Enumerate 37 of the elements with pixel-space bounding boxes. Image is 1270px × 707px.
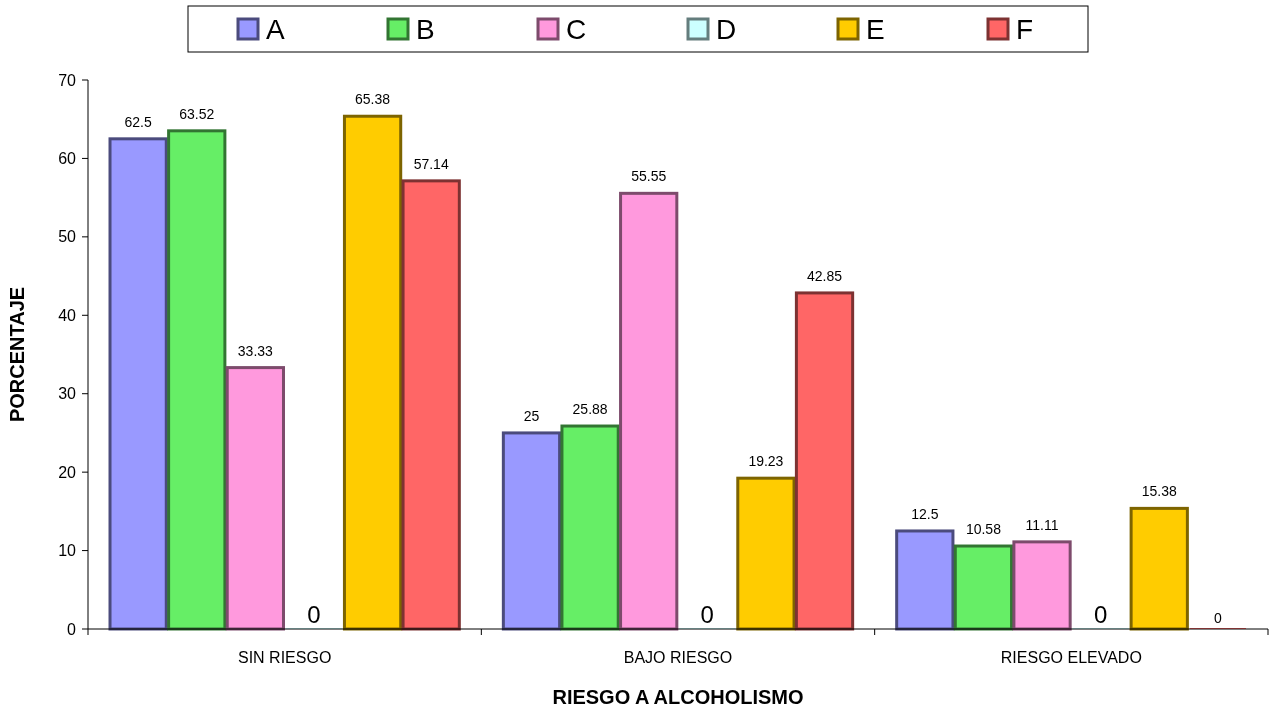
x-tick-label: BAJO RIESGO bbox=[623, 649, 733, 666]
data-label: 25.88 bbox=[572, 401, 608, 418]
data-label: 19.23 bbox=[748, 453, 784, 470]
data-label: 0 bbox=[700, 601, 714, 628]
legend-label: B bbox=[416, 13, 435, 45]
legend-label: A bbox=[266, 13, 285, 45]
data-label: 55.55 bbox=[631, 168, 667, 185]
y-tick-label: 20 bbox=[58, 463, 77, 481]
data-label: 57.14 bbox=[413, 155, 449, 172]
data-label: 10.58 bbox=[965, 521, 1002, 538]
legend-label: C bbox=[566, 13, 587, 45]
y-tick-label: 30 bbox=[58, 385, 77, 403]
x-axis-title: RIESGO A ALCOHOLISMO bbox=[552, 686, 804, 707]
data-label: 15.38 bbox=[1141, 483, 1177, 500]
data-label: 0 bbox=[1093, 601, 1108, 628]
legend-label: D bbox=[716, 13, 737, 45]
data-label: 0 bbox=[307, 601, 321, 628]
x-tick-label: RIESGO ELEVADO bbox=[1000, 649, 1142, 666]
data-label: 63.52 bbox=[179, 105, 215, 122]
data-label: 25 bbox=[523, 407, 540, 424]
legend-label: E bbox=[866, 13, 885, 45]
y-tick-label: 50 bbox=[58, 228, 77, 246]
data-label: 65.38 bbox=[355, 91, 391, 108]
y-tick-label: 60 bbox=[58, 150, 77, 168]
data-label: 12.5 bbox=[911, 505, 939, 522]
data-label: 33.33 bbox=[237, 342, 274, 359]
y-tick-label: 40 bbox=[58, 306, 77, 324]
data-label: 62.5 bbox=[124, 113, 152, 130]
y-tick-label: 10 bbox=[58, 542, 77, 560]
y-tick-label: 0 bbox=[67, 620, 77, 638]
data-label: 42.85 bbox=[807, 267, 843, 284]
y-tick-label: 70 bbox=[58, 71, 77, 89]
legend-label: F bbox=[1016, 13, 1034, 45]
x-tick-label: SIN RIESGO bbox=[237, 649, 332, 666]
data-label: 11.11 bbox=[1025, 516, 1059, 533]
y-axis-title: PORCENTAJE bbox=[6, 286, 28, 423]
data-label: 0 bbox=[1213, 610, 1222, 626]
